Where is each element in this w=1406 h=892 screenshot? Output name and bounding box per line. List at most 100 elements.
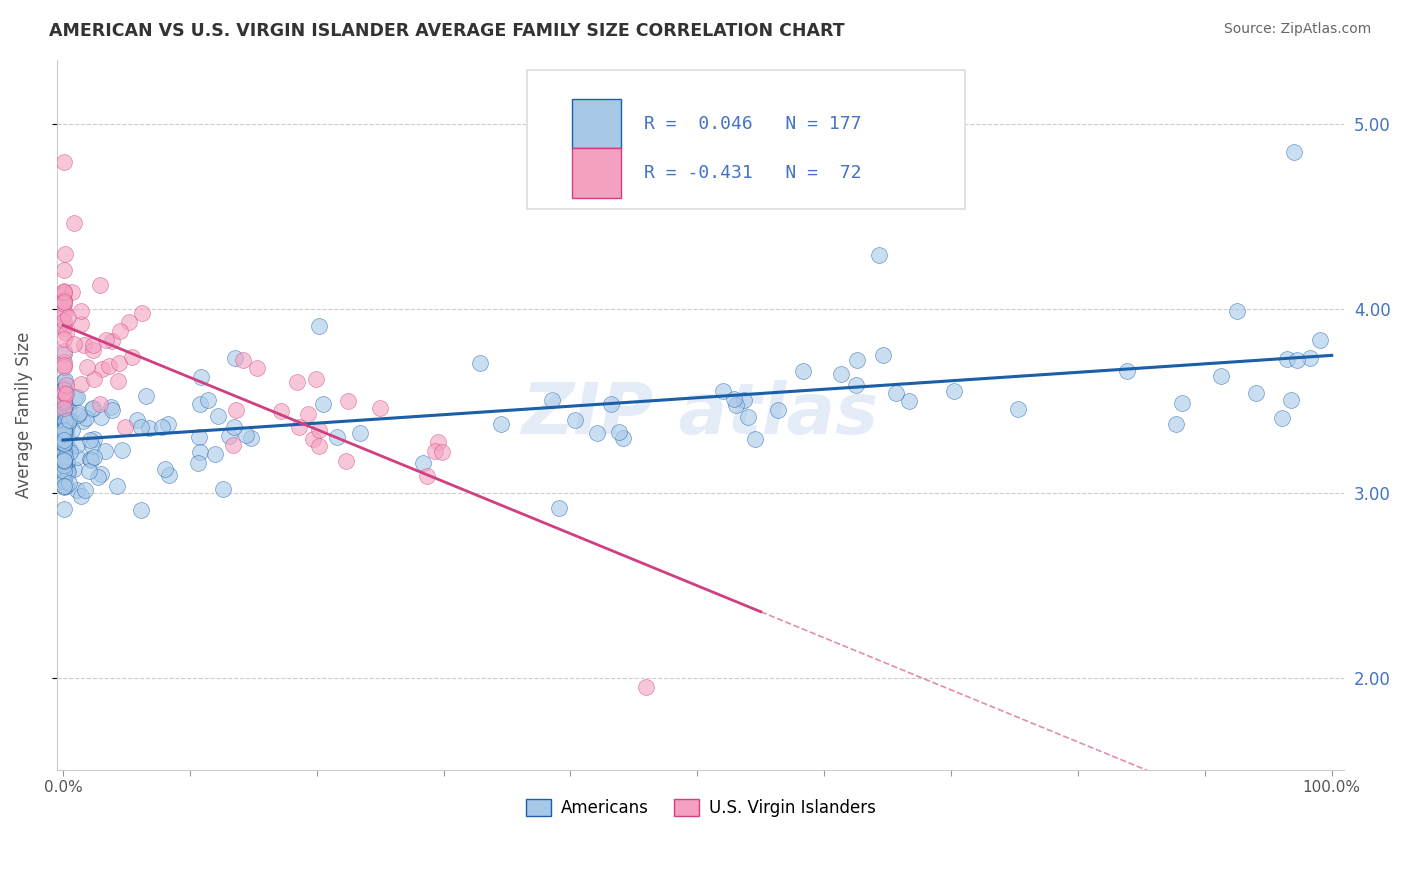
Point [368,401,391,416]
Point [53,452,76,467]
Point [53,423,76,437]
Point [634,680,657,694]
Point [53,314,76,328]
Point [53,459,76,474]
Point [723,392,745,407]
Point [607,425,630,439]
Point [53,434,76,448]
Bar [572,99,620,148]
Point [53,419,76,434]
Point [53,395,76,409]
Point [55,479,77,493]
Point [67,408,90,422]
Point [80,439,103,453]
Point [83,432,105,446]
Point [53,354,76,368]
Point [55,386,77,401]
Point [297,407,319,421]
Point [53,284,76,298]
Point [79,451,101,466]
Point [211,482,233,496]
Point [744,432,766,446]
Point [232,352,254,367]
Point [156,417,179,432]
Point [430,445,453,459]
Point [53,417,76,431]
Point [53,383,76,397]
Point [53,454,76,468]
Point [53,285,76,300]
Point [73,483,96,497]
Point [53,413,76,427]
Point [55,431,77,445]
Point [53,436,76,450]
Point [79,433,101,447]
Point [1282,145,1305,159]
Point [1171,396,1194,410]
Point [1209,368,1232,383]
Point [1275,351,1298,366]
Point [1116,364,1139,378]
Point [53,480,76,494]
Point [121,350,143,364]
Point [235,427,257,442]
Point [53,434,76,448]
Point [55,326,77,341]
Point [55,386,77,401]
Point [60,423,83,437]
Point [53,425,76,439]
Point [56,459,79,474]
Point [1285,352,1308,367]
Point [308,439,330,453]
Point [53,458,76,472]
Point [53,394,76,409]
Point [105,479,128,493]
Point [53,425,76,439]
Point [55,455,77,469]
Point [53,398,76,412]
Point [188,397,211,411]
Point [305,372,328,386]
Point [53,438,76,452]
Point [53,414,76,428]
Point [53,464,76,478]
Point [56,310,79,324]
Point [53,425,76,440]
Point [868,248,890,262]
Point [335,454,357,468]
Point [87,469,110,483]
Point [207,409,229,423]
Point [75,411,97,425]
Point [53,449,76,463]
Point [884,385,907,400]
Point [599,397,621,411]
Point [1007,402,1029,417]
Point [53,475,76,489]
Point [53,392,76,407]
Point [792,364,814,378]
Point [586,425,609,440]
Point [197,393,219,408]
Point [56,416,79,430]
Point [53,435,76,450]
Point [62,216,84,230]
Point [53,479,76,493]
Point [53,447,76,461]
Point [53,458,76,473]
Point [129,420,152,434]
Point [1271,410,1294,425]
Point [218,429,240,443]
Point [53,302,76,317]
Point [222,438,245,452]
Point [100,401,122,415]
Bar [572,148,620,198]
Point [58,445,80,459]
Point [53,502,76,516]
Point [53,308,76,322]
FancyBboxPatch shape [527,70,965,209]
Point [53,286,76,301]
Point [53,397,76,411]
Point [63,390,86,404]
Point [53,386,76,401]
Point [60,285,83,300]
